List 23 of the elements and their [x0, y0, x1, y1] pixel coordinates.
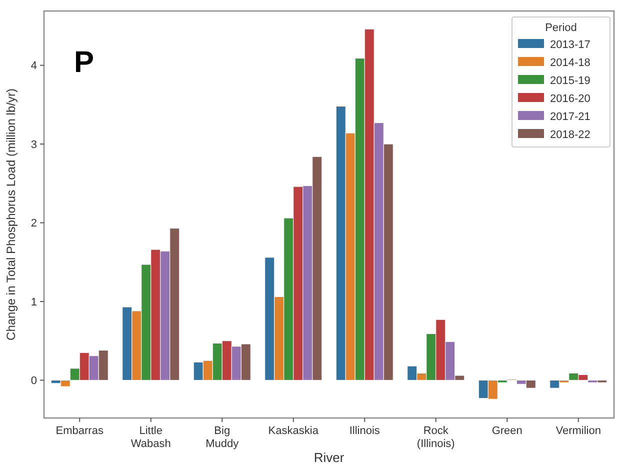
annotation: P: [74, 46, 94, 79]
y-tick-label: 0: [30, 375, 37, 388]
legend-label: 2016-20: [550, 92, 590, 105]
legend-title: Period: [545, 22, 577, 34]
x-tick-label: Embarras: [56, 425, 104, 437]
x-tick-label: Green: [492, 425, 522, 437]
x-tick-label: Little Wabash: [130, 425, 171, 450]
x-tick-label: Illinois: [349, 425, 380, 437]
legend-label: 2017-21: [550, 110, 590, 123]
y-tick-label: 2: [30, 218, 37, 230]
y-axis-title: Change in Total Phosphorus Load (million lb/yr): [4, 88, 18, 340]
legend-label: 2013-17: [550, 38, 590, 51]
y-tick-label: 3: [30, 138, 37, 151]
y-tick-label: 4: [30, 60, 37, 72]
legend-label: 2018-22: [550, 128, 590, 141]
x-axis-title: River: [314, 450, 345, 465]
legend-label: 2014-18: [550, 56, 590, 69]
x-tick-label: Rock (Illinois): [416, 425, 455, 450]
legend-label: 2015-19: [550, 74, 590, 87]
x-tick-label: Big Muddy: [206, 425, 240, 450]
y-tick-label: 1: [30, 296, 37, 308]
x-tick-label: Vermilion: [556, 425, 601, 437]
x-tick-label: Kaskaskia: [268, 425, 320, 437]
